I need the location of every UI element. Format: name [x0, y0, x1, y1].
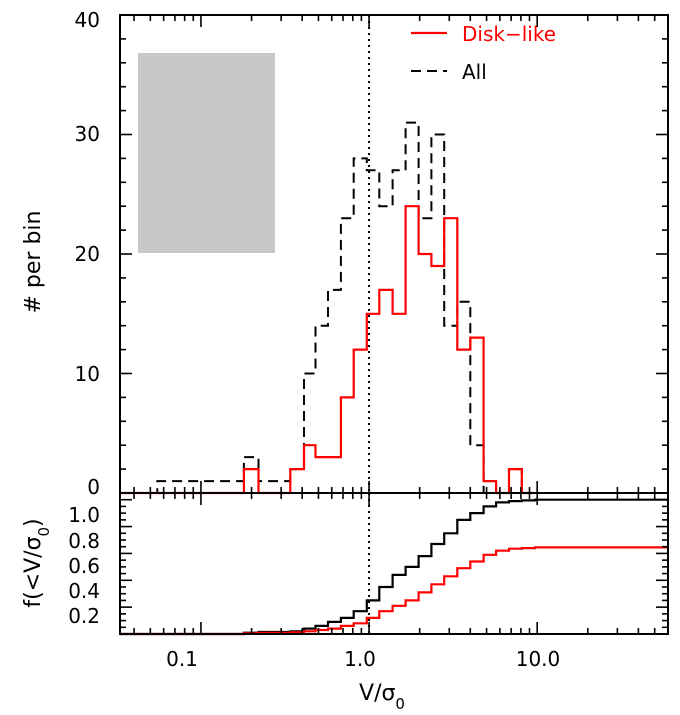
- y-tick-label-30: 30: [75, 122, 100, 146]
- x-tick-label-0.1: 0.1: [166, 647, 198, 671]
- placeholder-box: [138, 53, 275, 253]
- series-disk-like-cumulative: [120, 546, 668, 636]
- legend-label-disk-like: Disk−like: [462, 22, 556, 46]
- legend: Disk−like All: [411, 22, 556, 84]
- y-axis-title-bottom: f(<V/σ0): [21, 518, 53, 607]
- y-tick-label-1.0: 1.0: [68, 503, 100, 527]
- y-tick-label-0.4: 0.4: [68, 579, 100, 603]
- series-disk-like-histogram: [120, 205, 535, 495]
- series-all-histogram: [120, 121, 535, 494]
- y-tick-label-10: 10: [75, 362, 100, 386]
- x-tick-label-10.0: 10.0: [516, 647, 561, 671]
- y-tick-label-0.6: 0.6: [68, 554, 100, 578]
- series-all-cumulative: [120, 498, 668, 636]
- x-axis-title: V/σ0: [359, 681, 405, 713]
- legend-label-all: All: [462, 60, 487, 84]
- y-tick-label-20: 20: [75, 242, 100, 266]
- y-tick-label-0.2: 0.2: [68, 604, 100, 628]
- bottom-panel-frame: [119, 492, 669, 635]
- y-axis-title-top: # per bin: [21, 211, 46, 314]
- y-tick-label-0: 0: [87, 475, 100, 499]
- y-tick-label-40: 40: [75, 8, 100, 32]
- x-tick-label-1.0: 1.0: [344, 647, 376, 671]
- y-tick-label-0.8: 0.8: [68, 529, 100, 553]
